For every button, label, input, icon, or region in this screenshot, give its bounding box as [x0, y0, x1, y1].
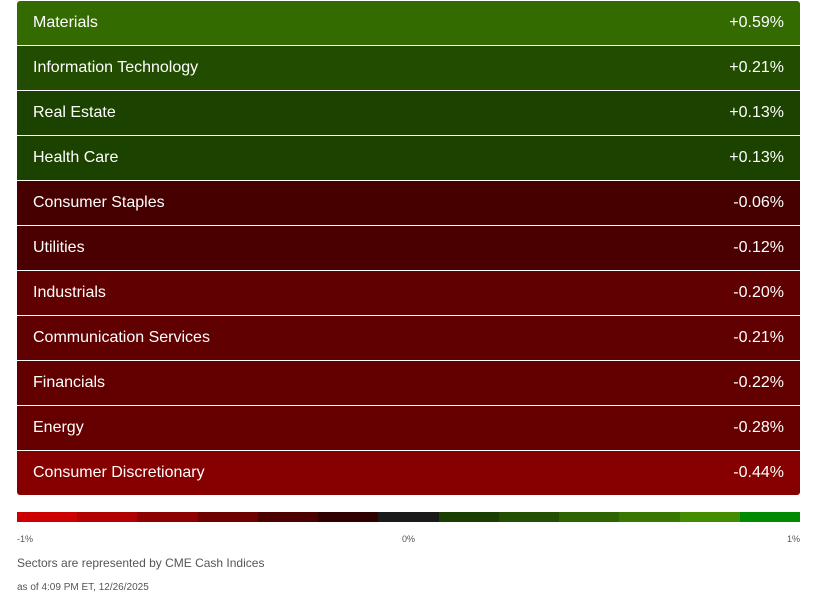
scale-segment [318, 512, 379, 522]
sector-name: Health Care [33, 149, 119, 166]
scale-segment [17, 512, 78, 522]
sector-change: -0.06% [733, 194, 784, 211]
sector-row[interactable]: Consumer Discretionary -0.44% [17, 451, 800, 495]
scale-segment [257, 512, 319, 522]
sector-change: +0.13% [729, 104, 784, 121]
scale-mid-label: 0% [401, 534, 416, 544]
scale-segment [498, 512, 560, 522]
scale-segment [739, 512, 801, 522]
color-scale-labels: -1% 0% 1% [17, 534, 800, 546]
sector-name: Communication Services [33, 329, 210, 346]
scale-segment [438, 512, 499, 522]
scale-min-label: -1% [17, 534, 34, 544]
sector-name: Consumer Staples [33, 194, 165, 211]
scale-segment [77, 512, 138, 522]
scale-segment [619, 512, 680, 522]
sector-row[interactable]: Consumer Staples -0.06% [17, 181, 800, 225]
scale-segment [378, 512, 439, 522]
scale-segment [679, 512, 740, 522]
source-note: Sectors are represented by CME Cash Indi… [17, 556, 265, 570]
scale-segment [559, 512, 620, 522]
sector-name: Utilities [33, 239, 85, 256]
timestamp: as of 4:09 PM ET, 12/26/2025 [17, 582, 149, 593]
sector-change: +0.13% [729, 149, 784, 166]
sector-change: -0.20% [733, 284, 784, 301]
sector-row[interactable]: Real Estate +0.13% [17, 91, 800, 135]
sector-row[interactable]: Financials -0.22% [17, 361, 800, 405]
scale-segment [137, 512, 198, 522]
sector-name: Energy [33, 419, 84, 436]
sector-change: -0.21% [733, 329, 784, 346]
sector-row[interactable]: Communication Services -0.21% [17, 316, 800, 360]
sector-name: Materials [33, 14, 98, 31]
sector-name: Real Estate [33, 104, 116, 121]
sector-row[interactable]: Energy -0.28% [17, 406, 800, 450]
sector-row[interactable]: Industrials -0.20% [17, 271, 800, 315]
sector-change: -0.12% [733, 239, 784, 256]
sector-row[interactable]: Information Technology +0.21% [17, 46, 800, 90]
sector-change: -0.44% [733, 464, 784, 481]
sector-row[interactable]: Health Care +0.13% [17, 136, 800, 180]
sector-row[interactable]: Utilities -0.12% [17, 226, 800, 270]
scale-max-label: 1% [786, 534, 800, 544]
sector-change: -0.22% [733, 374, 784, 391]
sector-change: +0.21% [729, 59, 784, 76]
sector-name: Information Technology [33, 59, 199, 76]
sector-name: Industrials [33, 284, 106, 301]
scale-segment [197, 512, 258, 522]
sector-name: Financials [33, 374, 106, 391]
sector-heatmap: Materials +0.59% Information Technology +0.… [17, 1, 800, 495]
sector-row[interactable]: Materials +0.59% [17, 1, 800, 45]
sector-name: Consumer Discretionary [33, 464, 205, 481]
sector-change: +0.59% [729, 14, 784, 31]
color-scale-bar [17, 512, 801, 522]
sector-change: -0.28% [733, 419, 784, 436]
